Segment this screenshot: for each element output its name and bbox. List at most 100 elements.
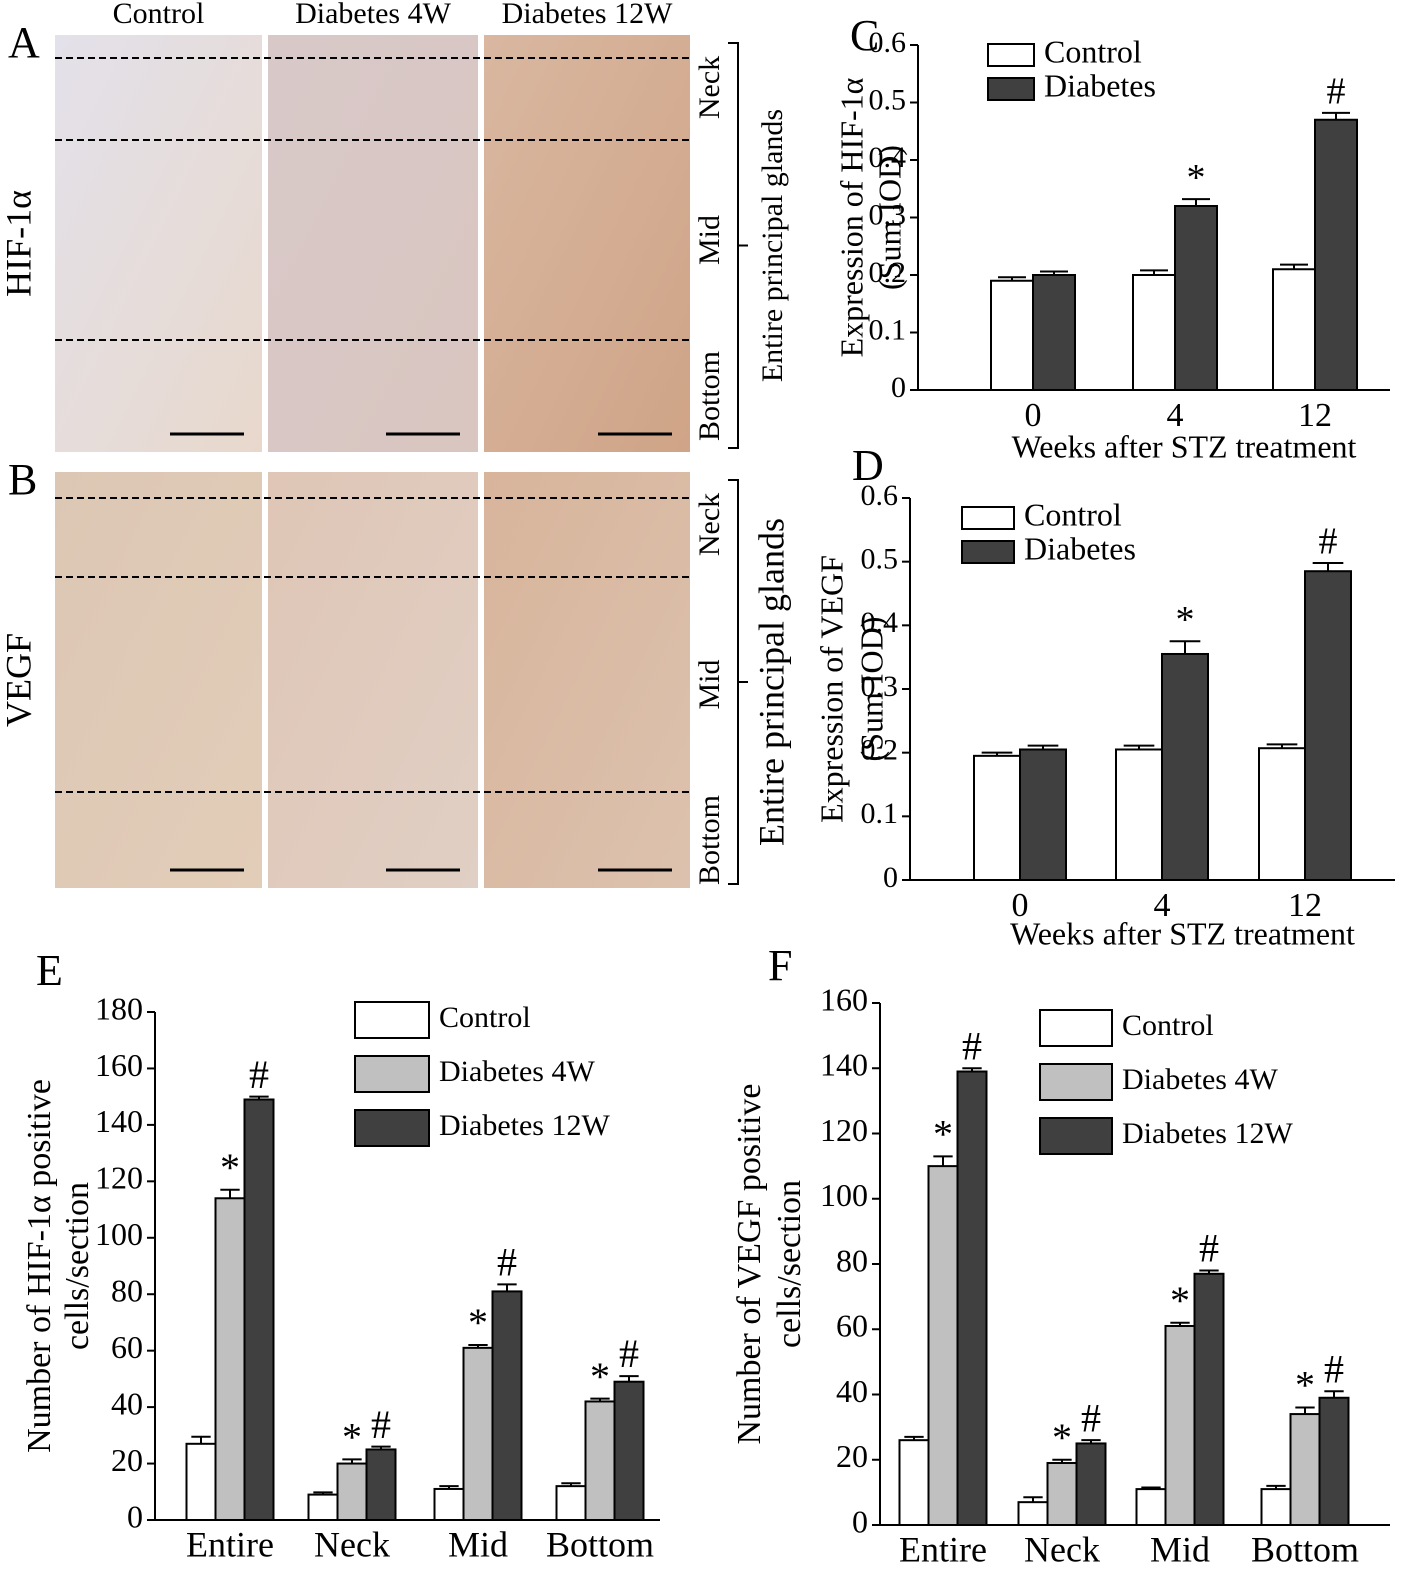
y-tick-label: 20 (836, 1438, 868, 1474)
x-tick-label: 4 (1167, 397, 1184, 434)
bar (1314, 118, 1358, 391)
y-tick-label: 0.3 (861, 670, 899, 703)
bar (214, 1197, 246, 1522)
bar (956, 1070, 988, 1526)
y-tick-label: 120 (820, 1112, 868, 1148)
y-tick-label: 40 (836, 1373, 868, 1409)
y-tick-label: 0.1 (869, 313, 907, 346)
y-tick-label: 0.1 (861, 797, 899, 830)
bracket (728, 42, 748, 449)
micrograph (268, 35, 478, 452)
legend-label: Diabetes 4W (439, 1055, 595, 1088)
bar (1046, 1462, 1078, 1526)
panel-label: A (8, 18, 40, 67)
micrograph (55, 472, 262, 888)
y-axis-label: Number of VEGF positive (731, 1083, 768, 1444)
bar (1174, 205, 1218, 391)
bar (1304, 570, 1352, 881)
micrograph (484, 35, 690, 452)
bar (555, 1485, 587, 1521)
y-tick-label: 100 (95, 1216, 143, 1252)
error-bar (1170, 1321, 1190, 1326)
bar (1161, 652, 1209, 881)
bar (1075, 1442, 1107, 1526)
y-tick-label: 0.2 (861, 734, 899, 767)
error-bar (1295, 1406, 1315, 1415)
y-tick-label: 140 (820, 1047, 868, 1083)
bracket (728, 479, 748, 885)
bracket-label: Entire principal glands (756, 109, 789, 382)
column-header: Diabetes 4W (295, 0, 451, 30)
panel-label: F (768, 941, 792, 990)
y-tick-label: 0.2 (869, 256, 907, 289)
bar (927, 1165, 959, 1526)
significance-marker: * (1170, 1278, 1190, 1323)
region-label: Neck (693, 56, 726, 119)
x-tick-label: 12 (1288, 887, 1322, 924)
y-tick-label: 60 (111, 1329, 143, 1365)
y-tick-label: 160 (95, 1047, 143, 1083)
x-axis-label: Weeks after STZ treatment (1012, 428, 1357, 464)
significance-marker: * (1295, 1363, 1315, 1408)
micrograph (55, 35, 262, 452)
significance-marker: # (962, 1023, 982, 1068)
error-bar (468, 1344, 488, 1348)
significance-marker: # (371, 1402, 391, 1447)
legend-label: Diabetes 12W (1122, 1117, 1293, 1150)
significance-marker: # (1081, 1395, 1101, 1440)
significance-marker: # (1199, 1226, 1219, 1271)
bar (990, 279, 1034, 391)
y-tick-label: 80 (836, 1242, 868, 1278)
row-label: HIF-1α (0, 190, 38, 297)
y-axis-label: Number of HIF-1α positive (21, 1079, 58, 1453)
legend-label: Control (439, 1001, 531, 1034)
x-tick-label: Mid (1150, 1529, 1210, 1569)
significance-marker: * (1052, 1415, 1072, 1460)
legend-swatch (354, 1109, 430, 1147)
error-bar (220, 1188, 240, 1199)
error-bar (1123, 744, 1155, 750)
error-bar (1081, 1439, 1101, 1444)
error-bar (497, 1283, 517, 1292)
error-bar (1324, 1390, 1344, 1398)
micrograph (484, 472, 690, 888)
bar (1193, 1272, 1225, 1526)
legend-swatch (961, 540, 1015, 564)
error-bar (998, 276, 1026, 281)
legend-swatch (354, 1055, 430, 1093)
bar (1258, 747, 1306, 882)
error-bar (933, 1155, 953, 1167)
error-bar (1266, 1484, 1286, 1490)
y-axis-label: cells/section (771, 1180, 808, 1348)
panel-label: C (850, 11, 879, 60)
significance-marker: * (933, 1112, 953, 1157)
bar (1019, 748, 1067, 881)
bar (1115, 748, 1163, 881)
bar (307, 1493, 339, 1521)
y-tick-label: 0.5 (869, 83, 907, 116)
y-tick-label: 40 (111, 1385, 143, 1421)
bar (1289, 1413, 1321, 1526)
region-label: Bottom (693, 351, 726, 441)
legend-swatch (1039, 1117, 1113, 1155)
error-bar (1169, 640, 1201, 654)
y-tick-label: 140 (95, 1103, 143, 1139)
y-tick-label: 0.6 (861, 479, 899, 512)
error-bar (371, 1445, 391, 1450)
error-bar (313, 1491, 333, 1495)
x-tick-label: Neck (314, 1524, 390, 1564)
legend-label: Control (1024, 496, 1122, 532)
x-tick-label: Entire (186, 1524, 274, 1564)
error-bar (249, 1095, 269, 1100)
y-tick-label: 0.4 (869, 141, 907, 174)
significance-marker: * (590, 1354, 610, 1399)
error-bar (1322, 111, 1350, 120)
error-bar (981, 751, 1013, 756)
x-tick-label: 0 (1025, 397, 1042, 434)
legend-swatch (987, 77, 1035, 101)
x-tick-label: Bottom (546, 1524, 654, 1564)
region-label: Neck (693, 493, 726, 556)
error-bar (1141, 1486, 1161, 1490)
bar (584, 1400, 616, 1522)
